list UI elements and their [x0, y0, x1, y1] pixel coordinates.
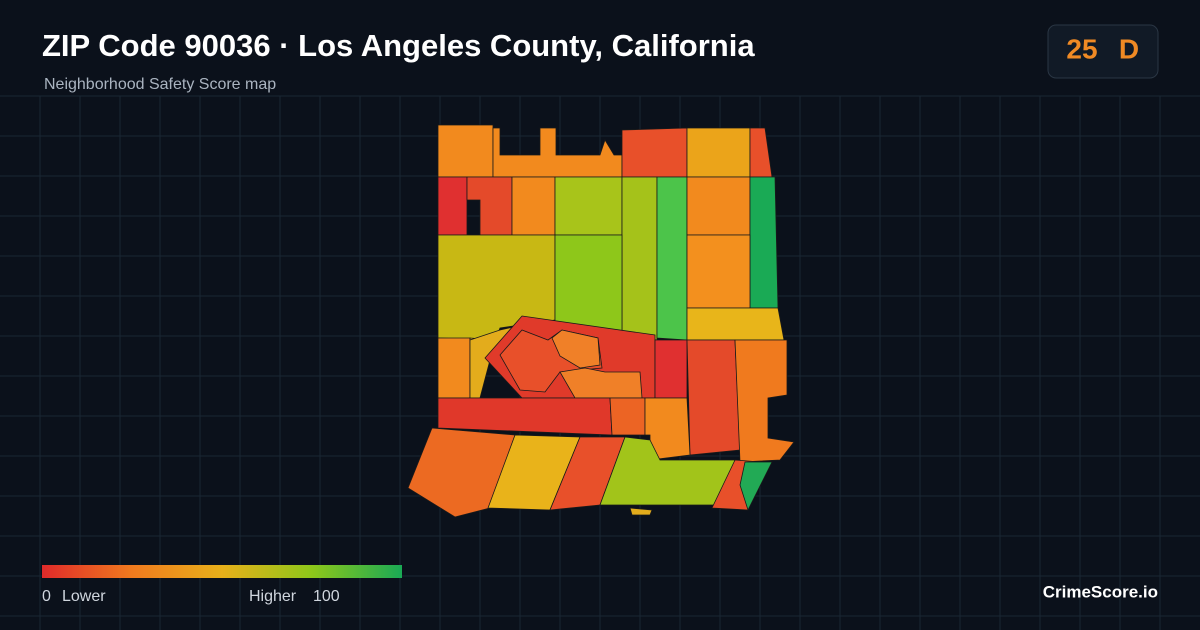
legend-min: 0 [42, 588, 51, 605]
map [407, 124, 795, 518]
subtitle: Neighborhood Safety Score map [44, 76, 276, 93]
legend-max: 100 [313, 588, 340, 605]
grid [0, 95, 1200, 630]
legend-max-label: Higher [249, 588, 297, 605]
title: ZIP Code 90036 · Los Angeles County, Cal… [42, 28, 755, 63]
score-box [1047, 24, 1159, 79]
legend-min-label: Lower [62, 588, 106, 605]
score-grade: D [1119, 33, 1139, 64]
legend-bar [42, 565, 402, 578]
score-value: 25 [1066, 33, 1097, 64]
brand: CrimeScore.io [1043, 582, 1158, 601]
